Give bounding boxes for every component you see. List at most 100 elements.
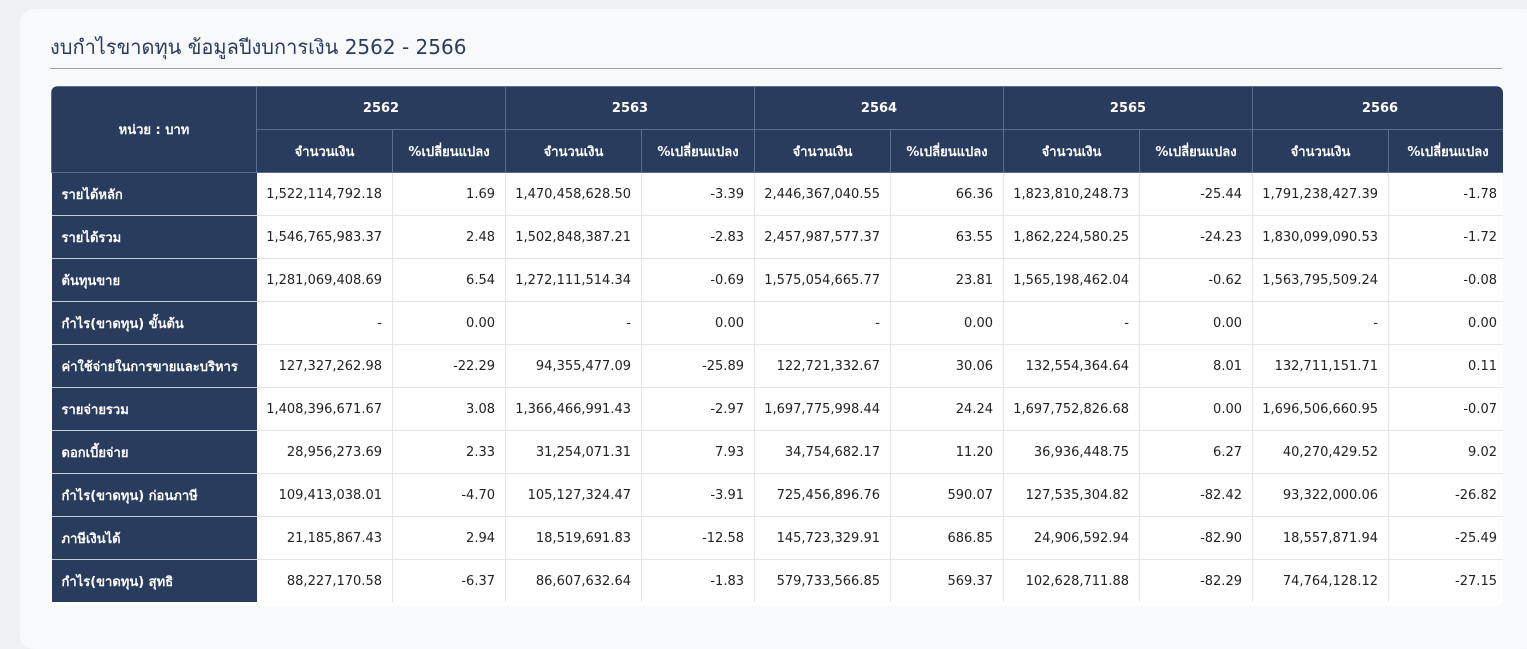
amount-cell: 36,936,448.75 bbox=[1003, 430, 1140, 474]
percent-change-cell: -25.44 bbox=[1139, 172, 1253, 216]
amount-cell: 127,535,304.82 bbox=[1003, 473, 1140, 517]
amount-cell: 145,723,329.91 bbox=[754, 516, 891, 560]
percent-change-cell: -3.91 bbox=[641, 473, 755, 517]
percent-change-cell: 7.93 bbox=[641, 430, 755, 474]
percent-change-cell: -0.69 bbox=[641, 258, 755, 302]
percent-change-cell: -27.15 bbox=[1388, 559, 1503, 602]
amount-cell: 105,127,324.47 bbox=[505, 473, 642, 517]
table-row: ดอกเบี้ยจ่าย 28,956,273.69 2.33 31,254,071.… bbox=[51, 430, 1503, 474]
amount-cell: 1,470,458,628.50 bbox=[505, 172, 642, 216]
row-label: ค่าใช้จ่ายในการขายและบริหาร bbox=[51, 344, 257, 388]
percent-change-cell: 0.11 bbox=[1388, 344, 1503, 388]
amount-cell: 725,456,896.76 bbox=[754, 473, 891, 517]
amount-cell: 102,628,711.88 bbox=[1003, 559, 1140, 602]
amount-cell: 1,502,848,387.21 bbox=[505, 215, 642, 259]
table-row: กำไร(ขาดทุน) ก่อนภาษี 109,413,038.01 -4.70… bbox=[51, 473, 1503, 517]
percent-change-cell: 24.24 bbox=[890, 387, 1004, 431]
amount-cell: 93,322,000.06 bbox=[1252, 473, 1389, 517]
percent-change-cell: 0.00 bbox=[890, 301, 1004, 345]
amount-cell: 21,185,867.43 bbox=[256, 516, 393, 560]
percent-change-cell: -6.37 bbox=[392, 559, 506, 602]
amount-header: จำนวนเงิน bbox=[1252, 129, 1389, 173]
table-row: ภาษีเงินได้ 21,185,867.43 2.94 18,519,691.8… bbox=[51, 516, 1503, 560]
percent-change-cell: 66.36 bbox=[890, 172, 1004, 216]
percent-change-cell: 569.37 bbox=[890, 559, 1004, 602]
amount-cell: 1,522,114,792.18 bbox=[256, 172, 393, 216]
amount-cell: 1,272,111,514.34 bbox=[505, 258, 642, 302]
amount-cell: 88,227,170.58 bbox=[256, 559, 393, 602]
percent-change-cell: 0.00 bbox=[641, 301, 755, 345]
amount-cell: 40,270,429.52 bbox=[1252, 430, 1389, 474]
amount-cell: 18,519,691.83 bbox=[505, 516, 642, 560]
amount-header: จำนวนเงิน bbox=[505, 129, 642, 173]
amount-cell: 1,697,775,998.44 bbox=[754, 387, 891, 431]
percent-change-cell: 3.08 bbox=[392, 387, 506, 431]
year-header: 2566 bbox=[1252, 86, 1503, 130]
percent-change-cell: -1.83 bbox=[641, 559, 755, 602]
amount-cell: 28,956,273.69 bbox=[256, 430, 393, 474]
amount-cell: 31,254,071.31 bbox=[505, 430, 642, 474]
amount-cell: 579,733,566.85 bbox=[754, 559, 891, 602]
percent-change-cell: 2.94 bbox=[392, 516, 506, 560]
percent-change-cell: -22.29 bbox=[392, 344, 506, 388]
amount-header: จำนวนเงิน bbox=[754, 129, 891, 173]
percent-change-cell: 8.01 bbox=[1139, 344, 1253, 388]
amount-cell: 1,565,198,462.04 bbox=[1003, 258, 1140, 302]
year-header: 2563 bbox=[505, 86, 755, 130]
amount-cell: - bbox=[1003, 301, 1140, 345]
percent-change-cell: 590.07 bbox=[890, 473, 1004, 517]
amount-header: จำนวนเงิน bbox=[1003, 129, 1140, 173]
percent-change-cell: -0.07 bbox=[1388, 387, 1503, 431]
amount-cell: 94,355,477.09 bbox=[505, 344, 642, 388]
percent-change-cell: 9.02 bbox=[1388, 430, 1503, 474]
year-header-row: หน่วย : บาท 2562 2563 2564 2565 2566 bbox=[51, 86, 1503, 173]
title-divider bbox=[50, 68, 1502, 69]
table-row: รายได้หลัก 1,522,114,792.18 1.69 1,470,458,… bbox=[51, 172, 1503, 216]
amount-cell: 1,366,466,991.43 bbox=[505, 387, 642, 431]
row-label: กำไร(ขาดทุน) ก่อนภาษี bbox=[51, 473, 257, 517]
row-label: ต้นทุนขาย bbox=[51, 258, 257, 302]
page-title: งบกำไรขาดทุน ข้อมูลปีงบการเงิน 2562 - 25… bbox=[50, 35, 467, 59]
table-row: รายจ่ายรวม 1,408,396,671.67 3.08 1,366,466,… bbox=[51, 387, 1503, 431]
amount-cell: 1,546,765,983.37 bbox=[256, 215, 393, 259]
percent-change-cell: -0.08 bbox=[1388, 258, 1503, 302]
amount-cell: 24,906,592.94 bbox=[1003, 516, 1140, 560]
table-body: รายได้หลัก 1,522,114,792.18 1.69 1,470,458,… bbox=[51, 172, 1503, 602]
row-label: รายได้หลัก bbox=[51, 172, 257, 216]
percent-change-cell: -4.70 bbox=[392, 473, 506, 517]
income-statement-table-container[interactable]: หน่วย : บาท 2562 2563 2564 2565 2566 จำน… bbox=[51, 86, 1503, 606]
income-statement-card: งบกำไรขาดทุน ข้อมูลปีงบการเงิน 2562 - 25… bbox=[20, 9, 1527, 649]
row-label: รายจ่ายรวม bbox=[51, 387, 257, 431]
percent-change-cell: 30.06 bbox=[890, 344, 1004, 388]
amount-cell: 1,823,810,248.73 bbox=[1003, 172, 1140, 216]
row-label: รายได้รวม bbox=[51, 215, 257, 259]
year-header: 2564 bbox=[754, 86, 1004, 130]
percent-change-cell: 63.55 bbox=[890, 215, 1004, 259]
percent-change-header: %เปลี่ยนแปลง bbox=[1139, 129, 1253, 173]
amount-cell: 1,563,795,509.24 bbox=[1252, 258, 1389, 302]
percent-change-cell: 2.48 bbox=[392, 215, 506, 259]
amount-cell: 18,557,871.94 bbox=[1252, 516, 1389, 560]
amount-cell: 74,764,128.12 bbox=[1252, 559, 1389, 602]
table-row: ต้นทุนขาย 1,281,069,408.69 6.54 1,272,111,5… bbox=[51, 258, 1503, 302]
table-row: รายได้รวม 1,546,765,983.37 2.48 1,502,848,3… bbox=[51, 215, 1503, 259]
row-label: ภาษีเงินได้ bbox=[51, 516, 257, 560]
unit-label-header: หน่วย : บาท bbox=[51, 86, 257, 173]
row-label: ดอกเบี้ยจ่าย bbox=[51, 430, 257, 474]
percent-change-header: %เปลี่ยนแปลง bbox=[890, 129, 1004, 173]
percent-change-cell: -82.29 bbox=[1139, 559, 1253, 602]
percent-change-cell: -1.78 bbox=[1388, 172, 1503, 216]
amount-cell: 1,791,238,427.39 bbox=[1252, 172, 1389, 216]
amount-cell: 1,575,054,665.77 bbox=[754, 258, 891, 302]
percent-change-cell: -12.58 bbox=[641, 516, 755, 560]
percent-change-header: %เปลี่ยนแปลง bbox=[641, 129, 755, 173]
percent-change-cell: -1.72 bbox=[1388, 215, 1503, 259]
year-header: 2562 bbox=[256, 86, 506, 130]
percent-change-cell: -25.49 bbox=[1388, 516, 1503, 560]
percent-change-cell: -25.89 bbox=[641, 344, 755, 388]
income-statement-table: หน่วย : บาท 2562 2563 2564 2565 2566 จำน… bbox=[51, 86, 1503, 602]
amount-cell: 1,696,506,660.95 bbox=[1252, 387, 1389, 431]
percent-change-header: %เปลี่ยนแปลง bbox=[392, 129, 506, 173]
amount-cell: - bbox=[754, 301, 891, 345]
amount-cell: 34,754,682.17 bbox=[754, 430, 891, 474]
